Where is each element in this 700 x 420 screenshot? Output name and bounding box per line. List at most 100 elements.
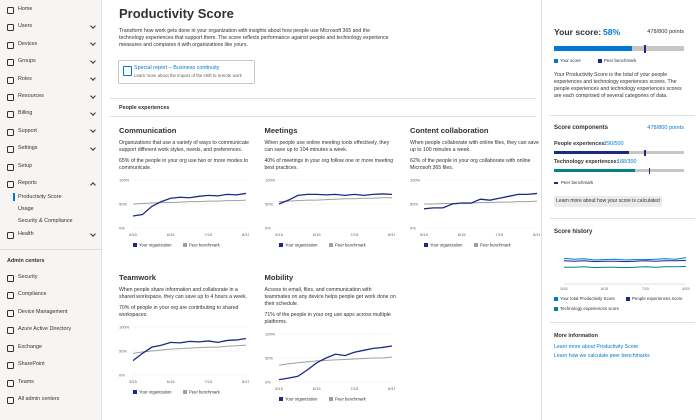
card-stat: 40% of meetings in your org follow one o… [264, 158, 394, 171]
nav-icon [7, 362, 14, 370]
peer-line [278, 356, 392, 366]
admin-item[interactable]: Security [18, 273, 38, 280]
divider [0, 248, 101, 250]
divider [550, 322, 695, 323]
x-tick-label: 8/15 [242, 232, 249, 237]
nav-pane: Home Users Devices Groups Roles Resources Bill… [0, 0, 102, 420]
nav-icon [7, 24, 14, 32]
admin-item[interactable]: Teams [18, 378, 34, 385]
nav-subitem[interactable]: Usage [18, 206, 34, 212]
x-tick-label: 7/15 [350, 386, 359, 391]
components-title: Score components [554, 125, 609, 131]
admin-item[interactable]: Device Management [18, 308, 68, 315]
peer-line [132, 344, 247, 354]
legend-label: Your score [560, 58, 581, 63]
legend-swatch [133, 390, 137, 394]
history-line [564, 265, 687, 269]
x-tick-label: 5/15 [275, 232, 284, 237]
nav-item[interactable]: Support [18, 127, 37, 134]
mini-chart: 100% 50% 0% 5/15 6/15 7/15 8/15 Your organizati… [119, 325, 249, 395]
x-tick-label: 8/15 [683, 287, 690, 291]
nav-item[interactable]: Roles [18, 75, 32, 82]
mini-chart: 100% 50% 0% 5/15 6/15 7/15 8/15 Your organizati… [265, 178, 395, 248]
selected-indicator [13, 193, 15, 202]
card-title: Mobility [264, 273, 294, 282]
peer-line [278, 197, 392, 203]
legend-swatch [554, 307, 558, 311]
card-stat: 71% of the people in your org use apps a… [264, 312, 391, 325]
nav-subitem[interactable]: Security & Compliance [18, 217, 73, 224]
nav-item[interactable]: Settings [18, 145, 38, 152]
nav-subitem[interactable]: Productivity Score [18, 194, 62, 201]
nav-item[interactable]: Resources [18, 93, 44, 99]
nav-item[interactable]: Setup [18, 162, 33, 169]
legend-swatch [328, 243, 333, 247]
y-tick-label: 0% [265, 226, 271, 231]
x-tick-label: 7/15 [204, 379, 213, 384]
link[interactable]: Learn more about Productivity Score [554, 344, 639, 350]
admin-item[interactable]: Azure Active Directory [18, 326, 72, 333]
nav-item[interactable]: Users [18, 23, 33, 30]
legend-label: Your total Productivity Score [560, 296, 615, 301]
legend-label: Your organization [285, 243, 318, 248]
x-tick-label: 6/15 [601, 287, 608, 291]
y-tick-label: 100% [265, 178, 276, 183]
chevron [90, 40, 96, 47]
score-label: Your score: [554, 27, 602, 37]
page-title: Productivity Score [119, 6, 234, 21]
chevron [90, 181, 96, 188]
nav-item[interactable]: Reports [18, 180, 37, 186]
nav-icon [7, 292, 14, 300]
nav-item[interactable]: Billing [18, 110, 33, 117]
y-tick-label: 100% [119, 178, 130, 183]
chevron [90, 230, 96, 237]
admin-item[interactable]: Exchange [18, 343, 42, 350]
page-description: Transform how work gets done in your org… [119, 28, 389, 48]
button[interactable]: Learn more about how your score is calcu… [554, 196, 662, 207]
component-label: Technology experiences: [554, 159, 619, 165]
y-tick-label: 100% [265, 332, 276, 337]
peer-line [132, 199, 247, 205]
main-content: Productivity Score Transform how work ge… [102, 0, 540, 420]
card-title: Teamwork [119, 273, 156, 282]
mini-chart: 100% 50% 0% 5/15 6/15 7/15 8/15 Your organizati… [119, 178, 249, 248]
y-tick-label: 0% [265, 380, 271, 385]
component-value: 188/300 [617, 159, 637, 165]
bar-fill [554, 46, 632, 51]
divider [110, 98, 536, 99]
x-tick-label: 5/15 [129, 232, 138, 237]
nav-item[interactable]: Health [18, 231, 34, 238]
mini-chart: 100% 50% 0% 5/15 6/15 7/15 8/15 Your organizati… [410, 178, 540, 248]
legend-label: Your organization [139, 390, 172, 395]
y-tick-label: 100% [410, 178, 421, 183]
legend-swatch [133, 243, 137, 247]
legend-swatch [424, 243, 428, 247]
nav-icon [7, 111, 14, 119]
x-tick-label: 5/15 [420, 232, 429, 237]
special-report[interactable]: Special report – Business continuity Lea… [118, 60, 255, 84]
nav-icon [7, 379, 14, 387]
admin-item[interactable]: SharePoint [18, 361, 45, 368]
nav-icon [7, 163, 14, 171]
x-tick-label: 6/15 [167, 379, 176, 384]
x-tick-label: 5/15 [561, 287, 568, 291]
chevron [90, 144, 96, 151]
y-tick-label: 50% [410, 202, 418, 207]
nav-item[interactable]: Groups [18, 58, 36, 65]
legend-swatch [598, 59, 602, 63]
card-title: Content collaboration [410, 126, 489, 135]
link[interactable]: Learn how we calculate peer benchmarks [554, 353, 650, 359]
nav-icon [7, 232, 14, 240]
history-chart: 5/15 6/15 7/15 8/15 [561, 257, 690, 291]
nav-icon [7, 76, 14, 84]
more-info-title: More information [554, 333, 599, 339]
admin-item[interactable]: All admin centers [18, 396, 60, 403]
chevron [90, 57, 96, 64]
legend-label: Peer benchmark [335, 243, 367, 248]
x-tick-label: 8/15 [388, 232, 395, 237]
nav-item[interactable]: Home [18, 6, 33, 12]
nav-item[interactable]: Devices [18, 40, 38, 47]
bar-fill [554, 151, 630, 154]
admin-item[interactable]: Compliance [18, 291, 47, 298]
